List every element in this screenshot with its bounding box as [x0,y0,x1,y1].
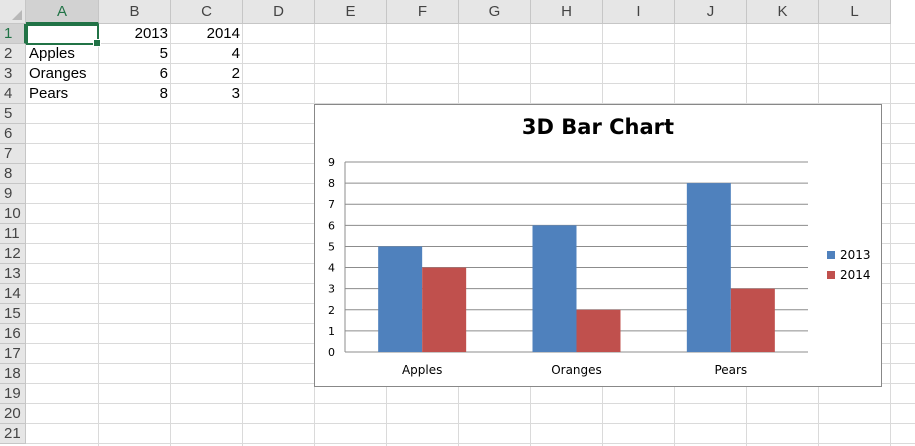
row-header-19[interactable]: 19 [0,384,26,404]
grid-row-line [26,103,915,104]
y-tick-label: 1 [328,325,335,338]
bar-2013-oranges [532,225,577,352]
column-header-g[interactable]: G [459,0,531,24]
grid-row-line [26,83,915,84]
bar-2013-apples [378,246,423,352]
bar-2014-apples [422,267,467,352]
row-header-12[interactable]: 12 [0,244,26,264]
grid-row-line [26,443,915,444]
row-header-4[interactable]: 4 [0,84,26,104]
column-header-k[interactable]: K [747,0,819,24]
grid-column-line [890,24,891,446]
row-header-5[interactable]: 5 [0,104,26,124]
x-tick-label: Pears [714,363,747,377]
column-header-a[interactable]: A [26,0,99,24]
grid-column-line [242,24,243,446]
cell-b3[interactable]: 6 [159,65,168,82]
y-tick-label: 4 [328,262,335,275]
cell-c4[interactable]: 3 [231,85,240,102]
selected-cell-a1[interactable] [26,24,101,47]
cell-b1[interactable]: 2013 [134,25,168,42]
grid-column-line [98,24,99,446]
y-tick-label: 0 [328,346,335,359]
row-header-15[interactable]: 15 [0,304,26,324]
row-header-17[interactable]: 17 [0,344,26,364]
y-tick-label: 3 [328,283,335,296]
grid-column-line [170,24,171,446]
y-tick-label: 7 [328,198,335,211]
row-header-11[interactable]: 11 [0,224,26,244]
row-header-21[interactable]: 21 [0,424,26,444]
y-tick-label: 5 [328,240,335,253]
grid-row-line [26,423,915,424]
row-header-18[interactable]: 18 [0,364,26,384]
column-header-l[interactable]: L [819,0,891,24]
column-header-e[interactable]: E [315,0,387,24]
y-tick-label: 8 [328,177,335,190]
column-header-c[interactable]: C [171,0,243,24]
cell-a3[interactable]: Oranges [29,65,87,82]
row-header-10[interactable]: 10 [0,204,26,224]
x-tick-label: Oranges [551,363,602,377]
column-header-h[interactable]: H [531,0,603,24]
select-all-icon [12,10,22,20]
legend-swatch [827,250,835,259]
cell-c3[interactable]: 2 [231,65,240,82]
cell-c2[interactable]: 4 [231,45,240,62]
fill-handle[interactable] [93,39,101,47]
cell-a2[interactable]: Apples [29,45,75,62]
legend-label: 2014 [840,268,871,282]
y-tick-label: 9 [328,156,335,169]
cell-c1[interactable]: 2014 [206,25,240,42]
column-header-j[interactable]: J [675,0,747,24]
cell-a4[interactable]: Pears [29,85,69,102]
bar-2014-pears [730,288,775,352]
legend-label: 2013 [840,248,871,262]
bar-2014-oranges [576,309,621,352]
bar-2013-pears [686,183,731,352]
chart-plot: 0 1 2 3 4 5 6 7 8 9 Apples Oranges Pears [328,156,808,377]
chart-legend[interactable]: 2013 2014 [827,245,871,285]
bar-chart[interactable]: 3D Bar Chart 0 1 2 3 4 5 6 7 8 9 Apples Oranges Pear… [314,104,882,387]
legend-item[interactable]: 2014 [827,265,871,285]
y-tick-label: 2 [328,304,335,317]
row-header-2[interactable]: 2 [0,44,26,64]
grid-row-line [26,403,915,404]
row-header-1[interactable]: 1 [0,24,26,44]
y-tick-label: 6 [328,219,335,232]
row-header-3[interactable]: 3 [0,64,26,84]
row-header-16[interactable]: 16 [0,324,26,344]
row-header-6[interactable]: 6 [0,124,26,144]
row-header-13[interactable]: 13 [0,264,26,284]
x-tick-label: Apples [402,363,442,377]
grid-row-line [26,63,915,64]
chart-title[interactable]: 3D Bar Chart [521,115,675,139]
row-header-9[interactable]: 9 [0,184,26,204]
column-header-i[interactable]: I [603,0,675,24]
cell-b2[interactable]: 5 [159,45,168,62]
grid-row-line [26,43,915,44]
row-header-14[interactable]: 14 [0,284,26,304]
row-header-7[interactable]: 7 [0,144,26,164]
legend-swatch [827,270,835,279]
row-header-8[interactable]: 8 [0,164,26,184]
column-header-b[interactable]: B [99,0,171,24]
legend-item[interactable]: 2013 [827,245,871,265]
column-header-f[interactable]: F [387,0,459,24]
column-header-d[interactable]: D [243,0,315,24]
cell-b4[interactable]: 8 [159,85,168,102]
row-header-20[interactable]: 20 [0,404,26,424]
select-all-corner[interactable] [0,0,26,24]
